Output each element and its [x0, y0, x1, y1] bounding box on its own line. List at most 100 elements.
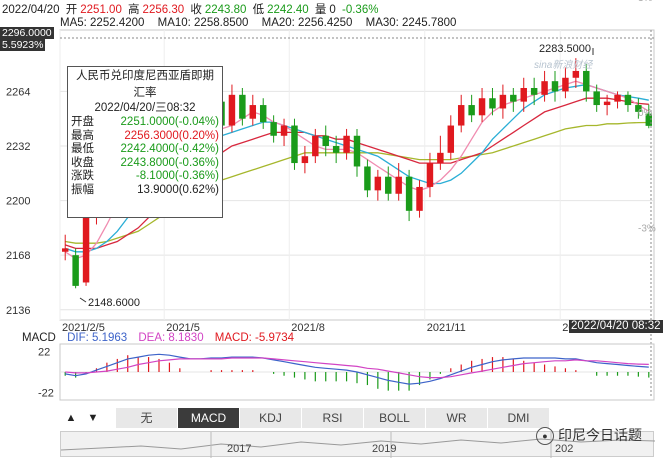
dif-legend: DIF: 5.1963	[67, 332, 128, 344]
tab-macd[interactable]: MACD	[178, 408, 240, 428]
scroll-right-button[interactable]: ▼	[87, 412, 99, 424]
candle-body[interactable]	[572, 70, 580, 78]
time-navigator[interactable]: 2017 2019 202	[60, 431, 655, 458]
candle-body[interactable]	[551, 81, 559, 92]
low-value: 2242.40	[267, 4, 309, 16]
candle-body[interactable]	[593, 91, 600, 106]
macd-legend: MACD DIF: 5.1963 DEA: 8.1830 MACD: -5.97…	[22, 332, 302, 344]
candle-body[interactable]	[280, 125, 288, 136]
candle-body[interactable]	[624, 94, 632, 106]
candle-body[interactable]	[603, 101, 611, 106]
candle-body[interactable]	[61, 248, 69, 252]
candle-body[interactable]	[562, 77, 569, 92]
tab-wr[interactable]: WR	[426, 408, 488, 428]
header-date: 2022/04/20	[2, 4, 60, 16]
candle-body[interactable]	[478, 98, 486, 116]
dea-line	[65, 357, 649, 379]
tab-boll[interactable]: BOLL	[364, 408, 426, 428]
macd-value-legend: MACD: -5.9734	[214, 332, 295, 344]
tab-rsi[interactable]: RSI	[302, 408, 364, 428]
indicator-tabs: 无 MACD KDJ RSI BOLL WR DMI	[60, 408, 654, 428]
candle-body[interactable]	[614, 94, 621, 102]
candle-body[interactable]	[332, 146, 340, 153]
tooltip-value: -8.1000(-0.36%)	[135, 170, 219, 182]
price-tick: 2200	[6, 196, 30, 208]
tooltip-row-change: 涨跌 -8.1000(-0.36%)	[68, 170, 222, 184]
open-label: 开	[65, 4, 78, 16]
macd-lines	[65, 353, 649, 385]
candle-body[interactable]	[510, 94, 517, 102]
candle-body[interactable]	[405, 176, 413, 211]
tooltip-row-open: 开盘 2251.0000(-0.04%)	[68, 116, 222, 130]
candle-body[interactable]	[301, 156, 309, 164]
close-value: 2243.80	[204, 4, 247, 16]
tab-dmi[interactable]: DMI	[488, 408, 550, 428]
date-tick: 2021/11	[427, 322, 466, 334]
tooltip-datetime: 2022/04/20/三08:32	[94, 102, 196, 114]
candle-body[interactable]	[374, 176, 382, 191]
watermark: ● 印尼今日话题	[536, 425, 642, 446]
candle-body[interactable]	[645, 113, 653, 126]
tooltip-label: 最低	[71, 143, 94, 155]
candle-body[interactable]	[426, 163, 434, 187]
candle-body[interactable]	[457, 105, 465, 126]
candle-body[interactable]	[437, 152, 444, 164]
price-axis: 2264 2232 2200 2168 2136	[6, 86, 30, 316]
candle-body[interactable]	[395, 176, 402, 194]
tab-kdj[interactable]: KDJ	[240, 408, 302, 428]
candle-body[interactable]	[270, 122, 277, 136]
cursor-price-tag: 2296.0000	[0, 27, 54, 39]
scroll-left-button[interactable]: ▲	[65, 412, 77, 424]
volume-value: 0	[329, 4, 336, 16]
ma30-legend: MA30: 2245.7800	[365, 17, 457, 29]
candle-body[interactable]	[82, 217, 90, 283]
navigator-year: 2017	[227, 443, 252, 455]
candle-body[interactable]	[489, 98, 496, 109]
change-value: -0.36%	[342, 4, 379, 16]
tooltip-title-line2: 汇率	[133, 87, 157, 99]
dea-legend: DEA: 8.1830	[138, 332, 204, 344]
candle-body[interactable]	[249, 105, 257, 119]
candle-body[interactable]	[228, 94, 236, 126]
candle-body[interactable]	[530, 88, 538, 95]
tooltip-value: 13.9000(0.62%)	[137, 183, 219, 196]
candle-body[interactable]	[291, 125, 298, 164]
candle-body[interactable]	[468, 105, 475, 116]
ma5-legend: MA5: 2252.4200	[60, 17, 145, 29]
candle-body[interactable]	[322, 135, 329, 146]
low-label: 低	[252, 4, 265, 16]
percent-tick: -3%	[638, 223, 656, 234]
date-tick: 2021/5	[166, 322, 200, 334]
candle-body[interactable]	[343, 135, 350, 153]
tooltip-label: 振幅	[71, 183, 94, 196]
tooltip-row-amplitude: 振幅 13.9000(0.62%)	[68, 184, 222, 198]
candle-body[interactable]	[583, 70, 590, 92]
candle-body[interactable]	[259, 105, 267, 123]
candle-body[interactable]	[447, 125, 455, 153]
percent-tick: 0%	[638, 108, 653, 119]
candle-body[interactable]	[239, 94, 246, 119]
tooltip-label: 最高	[71, 129, 94, 142]
candle-body[interactable]	[416, 186, 423, 211]
candle-body[interactable]	[353, 135, 361, 167]
candle-body[interactable]	[72, 255, 79, 286]
tooltip-value: 2243.8000(-0.36%)	[120, 156, 219, 169]
cursor-date-tag: 2022/04/20 08:32	[569, 320, 663, 333]
candle-body[interactable]	[635, 105, 642, 112]
date-tick: 2021/2/5	[62, 322, 105, 334]
high-label: 高	[128, 4, 140, 16]
ma20-legend: MA20: 2256.4250	[261, 17, 353, 29]
candle-body[interactable]	[541, 81, 548, 95]
tab-none[interactable]: 无	[116, 408, 178, 428]
candle-body[interactable]	[364, 166, 371, 191]
candle-body[interactable]	[499, 94, 507, 109]
candle-body[interactable]	[520, 88, 527, 102]
watermark-text: 印尼今日话题	[558, 427, 642, 443]
tooltip-row-close: 收盘 2243.8000(-0.36%)	[68, 157, 222, 171]
candle-body[interactable]	[385, 176, 392, 194]
tooltip-label: 收盘	[71, 156, 94, 169]
open-value: 2251.00	[80, 4, 122, 16]
macd-tick: -22	[38, 388, 54, 400]
candle-body[interactable]	[312, 135, 319, 157]
